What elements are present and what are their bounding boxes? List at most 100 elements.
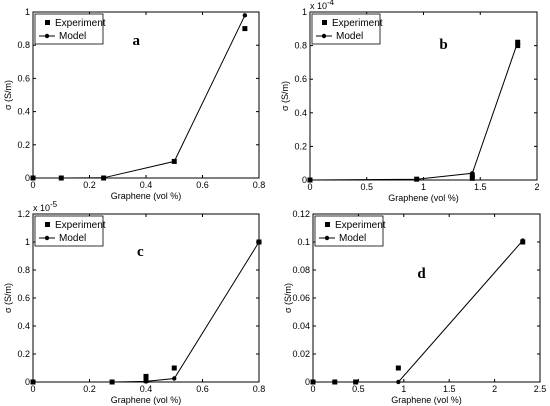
experiment-point — [469, 172, 475, 178]
experiment-point — [109, 379, 115, 385]
experiment-point — [143, 378, 149, 384]
y-tick-label: 0.08 — [292, 265, 310, 275]
experiment-point — [30, 379, 36, 385]
chart-panel-d: 0 0.5 1 1.5 2 2.5 0 0.02 0.04 0.06 0.08 0.1 0.12 Grap… — [283, 209, 546, 405]
y-tick-label: 0.2 — [17, 349, 30, 359]
legend-experiment-marker — [325, 222, 330, 227]
y-tick-label: 0.02 — [292, 349, 310, 359]
y-tick-label: 0 — [25, 173, 30, 183]
experiment-point — [515, 43, 521, 49]
x-tick-label: 0.5 — [360, 182, 373, 192]
y-tick-label: 1 — [302, 7, 307, 17]
y-axis-title: σ (S/m) — [280, 81, 290, 111]
y-tick-label: 0.12 — [292, 209, 310, 219]
model-point — [396, 379, 401, 385]
y-tick-label: 0.8 — [17, 40, 30, 50]
panel-letter: b — [439, 37, 447, 53]
y-axis-exponent: x 10-4 — [310, 0, 335, 11]
y-tick-label: 0 — [305, 377, 310, 387]
y-axis-title: σ (S/m) — [3, 283, 13, 313]
experiment-point — [332, 379, 338, 385]
experiment-point — [307, 177, 313, 183]
legend-experiment-label: Experiment — [55, 18, 106, 29]
legend-model-label: Model — [336, 31, 363, 42]
experiment-point — [469, 175, 475, 181]
experiment-point — [58, 175, 64, 181]
y-axis-title: σ (S/m) — [3, 80, 13, 110]
legend-model-marker — [324, 235, 330, 241]
legend-model-marker — [44, 33, 50, 39]
x-tick-label: 1 — [421, 182, 426, 192]
x-tick-label: 1.5 — [474, 182, 487, 192]
legend-experiment-label: Experiment — [55, 220, 106, 231]
x-tick-label: 2 — [492, 384, 497, 394]
x-tick-label: 1 — [401, 384, 406, 394]
legend-experiment-marker — [45, 222, 50, 227]
y-tick-label: 0.4 — [17, 321, 30, 331]
x-tick-label: 0.8 — [253, 384, 266, 394]
legend-box — [311, 13, 381, 45]
experiment-point — [395, 365, 401, 371]
y-tick-label: 0.8 — [294, 41, 307, 51]
chart-panel-c: 0 0.2 0.4 0.6 0.8 0 0.2 0.4 0.6 0.8 1 1.2x 10-5 Grap… — [3, 200, 265, 405]
model-series-line — [313, 240, 524, 383]
x-tick-label: 1.5 — [443, 384, 456, 394]
x-axis-title: Graphene (vol %) — [111, 191, 182, 201]
experiment-point — [242, 26, 248, 32]
legend-model-label: Model — [59, 31, 86, 42]
panel-letter: a — [132, 33, 140, 49]
model-point — [172, 376, 177, 381]
y-tick-label: 0.4 — [17, 107, 30, 117]
legend-box — [34, 13, 104, 45]
y-tick-label: 1 — [25, 237, 30, 247]
y-tick-label: 0.2 — [17, 140, 30, 150]
model-series-line — [33, 241, 260, 383]
legend-model-marker — [321, 33, 327, 39]
model-series-line — [309, 42, 519, 181]
legend-experiment-marker — [45, 20, 50, 25]
legend-experiment-label: Experiment — [332, 18, 383, 29]
exponent-power: -5 — [50, 200, 58, 209]
experiment-point — [101, 175, 107, 181]
experiment-point — [515, 39, 521, 45]
experiment-point — [353, 379, 359, 385]
x-tick-label: 0.6 — [196, 180, 209, 190]
x-tick-label: 0.4 — [140, 384, 153, 394]
y-tick-label: 1.2 — [17, 209, 30, 219]
x-tick-label: 0.8 — [253, 180, 266, 190]
x-tick-label: 2.5 — [534, 384, 547, 394]
x-tick-label: 0 — [30, 384, 35, 394]
y-tick-label: 0.4 — [294, 108, 307, 118]
x-tick-label: 0 — [307, 182, 312, 192]
x-tick-label: 2 — [534, 182, 539, 192]
panel-letter: d — [417, 266, 426, 282]
experiment-point — [310, 379, 316, 385]
experiment-point — [171, 158, 177, 164]
y-tick-label: 0.2 — [294, 141, 307, 151]
legend-experiment-marker — [322, 20, 327, 25]
y-tick-label: 0 — [25, 377, 30, 387]
model-point — [242, 13, 248, 18]
x-tick-label: 0.2 — [83, 180, 96, 190]
y-tick-label: 0 — [302, 175, 307, 185]
experiment-point — [256, 239, 262, 245]
y-tick-label: 0.06 — [292, 293, 310, 303]
exponent-base: x 10 — [310, 1, 327, 11]
experiment-point — [30, 175, 36, 181]
x-tick-label: 0.4 — [140, 180, 153, 190]
experiment-point — [143, 373, 149, 379]
y-axis-title: σ (S/m) — [283, 283, 293, 313]
y-axis-exponent: x 10-5 — [33, 200, 58, 213]
legend-box — [314, 215, 384, 247]
x-axis-title: Graphene (vol %) — [111, 395, 182, 405]
chart-panel-a: 0 0.2 0.4 0.6 0.8 0 0.2 0.4 0.6 0.8 1 Graphene (vol… — [3, 7, 265, 201]
x-axis-title: Graphene (vol %) — [388, 193, 459, 203]
y-tick-label: 0.6 — [17, 293, 30, 303]
x-tick-label: 0.5 — [352, 384, 365, 394]
x-tick-label: 0.2 — [83, 384, 96, 394]
legend-model-label: Model — [59, 233, 86, 244]
experiment-point — [171, 365, 177, 371]
x-tick-label: 0.6 — [196, 384, 209, 394]
